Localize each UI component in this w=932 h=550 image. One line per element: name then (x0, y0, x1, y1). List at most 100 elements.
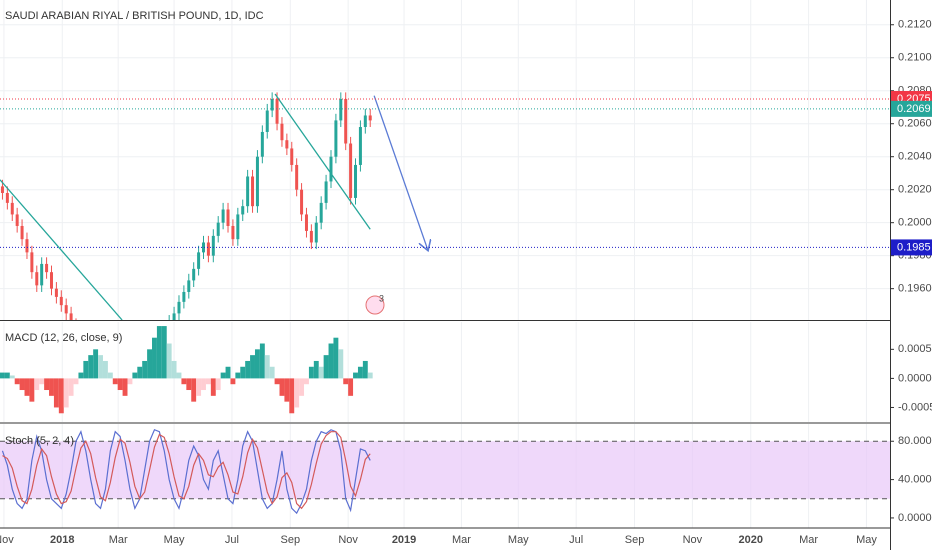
macd-bar (19, 378, 25, 391)
macd-bar (88, 355, 94, 379)
y-tick-label: -0.0005 (898, 401, 932, 413)
macd-bar (299, 378, 305, 396)
trendline (0, 179, 123, 320)
y-tick-label: 40.0000 (898, 474, 932, 486)
macd-bar (49, 378, 54, 396)
macd-bar (357, 366, 363, 379)
macd-bar (220, 372, 226, 379)
macd-bar (191, 378, 197, 402)
x-tick-label: Sep (625, 534, 645, 546)
price-level-tag (891, 100, 932, 117)
macd-bar (93, 349, 99, 379)
macd-bar (142, 360, 148, 379)
macd-bar (132, 372, 138, 379)
x-tick-label: 2018 (50, 534, 74, 546)
macd-bar (34, 378, 40, 391)
event-badge[interactable]: 3 (365, 293, 385, 315)
macd-bar (269, 366, 275, 379)
macd-bar (210, 378, 216, 396)
macd-bar (289, 378, 295, 414)
chart-title: SAUDI ARABIAN RIYAL / BRITISH POUND, 1D,… (5, 10, 264, 22)
macd-bar (196, 378, 202, 396)
candle-body (295, 164, 299, 190)
macd-bar (24, 378, 30, 396)
panel-marks (0, 326, 373, 414)
macd-bar (29, 378, 35, 402)
candle-body (138, 355, 141, 358)
candle-body (216, 222, 220, 236)
candle-body (30, 252, 34, 273)
candle-body (172, 313, 176, 320)
x-tick-label: May (856, 534, 877, 546)
candle-body (45, 263, 49, 273)
macd-bar (73, 378, 79, 385)
candle-body (304, 214, 308, 231)
macd-bar (367, 372, 373, 379)
candle-body (133, 358, 136, 363)
candle-body (275, 98, 279, 124)
x-tick-label: Nov (683, 534, 703, 546)
macd-bar (137, 366, 143, 379)
macd-bar (259, 343, 265, 379)
macd-bar (98, 355, 103, 379)
x-tick-label: Nov (338, 534, 358, 546)
candle-body (319, 202, 323, 223)
macd-bar (14, 378, 20, 385)
macd-bar (58, 378, 64, 414)
candle-body (334, 120, 338, 157)
candle-body (251, 176, 255, 207)
macd-bar (176, 372, 182, 379)
candle-body (54, 288, 58, 297)
x-tick-label: 2020 (738, 534, 762, 546)
macd-bar (245, 360, 251, 379)
macd-bar (250, 355, 255, 379)
macd-bar (343, 378, 349, 385)
panel-marks (0, 92, 428, 371)
macd-bar (254, 349, 260, 379)
candle-body (255, 156, 259, 207)
macd-bar (313, 360, 319, 379)
y-tick-label: 0.2040 (898, 151, 932, 163)
candle-body (128, 363, 131, 368)
marks (0, 92, 890, 515)
candle-body (314, 222, 318, 243)
candle-body (69, 313, 73, 320)
candle-body (206, 242, 210, 256)
macd-bar (284, 378, 290, 402)
macd-bar (338, 349, 344, 379)
candle-body (246, 176, 250, 207)
x-tick-label: Nov (0, 534, 14, 546)
candle-body (64, 305, 68, 314)
y-tick-label: 0.0000 (898, 372, 932, 384)
macd-bar (235, 372, 241, 379)
macd-bar (186, 378, 192, 391)
stoch-line (2, 431, 371, 510)
candle-body (25, 239, 29, 253)
candle-body (143, 351, 146, 354)
badge-count: 3 (379, 293, 384, 303)
macd-bar (102, 360, 108, 379)
candle-body (265, 110, 269, 132)
candle-body (124, 368, 127, 371)
candle-body (168, 322, 171, 329)
macd-bar (9, 375, 15, 379)
candle-body (211, 235, 215, 256)
price-level-label: 0.1985 (897, 241, 931, 253)
macd-bar (152, 337, 157, 379)
y-tick-label: 0.2020 (898, 184, 932, 196)
candle-body (324, 181, 328, 203)
macd-bar (240, 366, 246, 379)
y-tick-label: 80.0000 (898, 435, 932, 447)
candle-body (59, 296, 63, 306)
macd-bar (0, 372, 5, 379)
y-tick-label: 0.2100 (898, 52, 932, 64)
macd-bar (166, 343, 172, 379)
macd-bar (308, 366, 314, 379)
candle-body (354, 164, 358, 198)
macd-bar (147, 349, 153, 379)
stoch-line (1, 428, 371, 515)
macd-bar (44, 378, 50, 391)
x-tick-label: Sep (281, 534, 301, 546)
macd-bar (274, 378, 280, 385)
macd-bar (353, 372, 358, 379)
